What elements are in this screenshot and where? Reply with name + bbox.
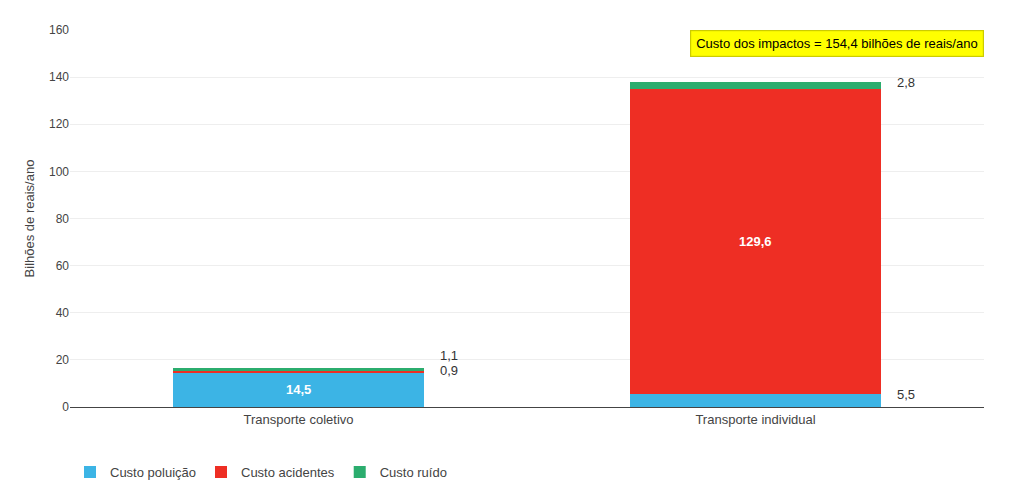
svg-text:Bilhões de reais/ano: Bilhões de reais/ano <box>22 160 37 278</box>
svg-text:100: 100 <box>49 165 69 179</box>
svg-text:40: 40 <box>56 306 70 320</box>
svg-text:1,1: 1,1 <box>440 348 458 363</box>
svg-text:0,9: 0,9 <box>440 363 458 378</box>
svg-text:0: 0 <box>62 400 69 414</box>
svg-text:Custo poluição: Custo poluição <box>110 465 196 480</box>
svg-text:Transporte individual: Transporte individual <box>695 412 815 427</box>
svg-text:160: 160 <box>49 23 69 37</box>
svg-text:5,5: 5,5 <box>897 387 915 402</box>
svg-text:Custo ruído: Custo ruído <box>380 465 447 480</box>
svg-text:Transporte coletivo: Transporte coletivo <box>243 412 353 427</box>
svg-text:2,8: 2,8 <box>897 75 915 90</box>
svg-text:80: 80 <box>56 212 70 226</box>
svg-text:20: 20 <box>56 353 70 367</box>
svg-text:Custo dos impactos = 154,4 bil: Custo dos impactos = 154,4 bilhões de re… <box>696 36 977 51</box>
svg-text:140: 140 <box>49 70 69 84</box>
svg-text:60: 60 <box>56 259 70 273</box>
svg-text:129,6: 129,6 <box>739 234 772 249</box>
svg-text:14,5: 14,5 <box>286 382 311 397</box>
svg-text:Custo acidentes: Custo acidentes <box>241 465 335 480</box>
svg-text:120: 120 <box>49 117 69 131</box>
